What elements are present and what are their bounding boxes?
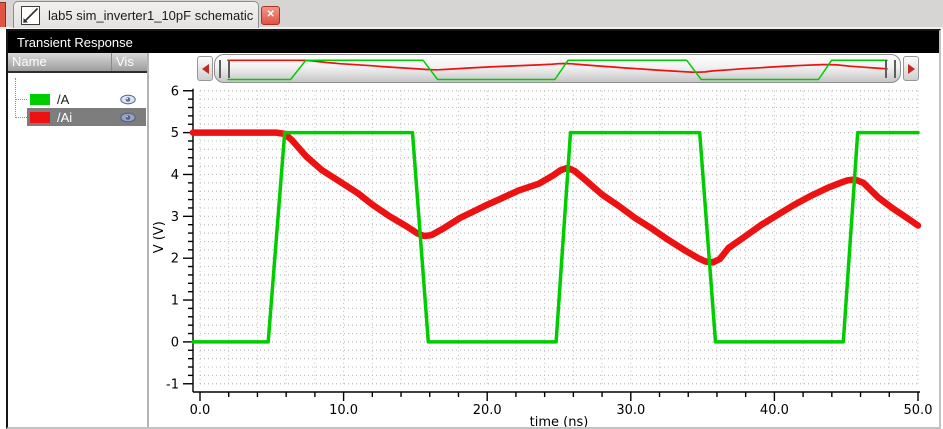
x-axis-title: time (ns) — [530, 415, 589, 427]
signal-name-ai: /Ai — [57, 109, 73, 125]
grid — [199, 90, 919, 385]
x-tick-label: 0.0 — [190, 403, 211, 418]
visibility-eye-icon[interactable] — [120, 94, 136, 105]
signal-list: /A /Ai — [8, 73, 147, 427]
y-axis-ticks: 6 5 4 3 2 1 0 -1 — [166, 84, 193, 392]
waveform-A — [191, 130, 920, 344]
range-grip-right[interactable] — [885, 60, 896, 78]
y-tick-label: 1 — [171, 294, 179, 309]
waveform-A — [227, 59, 888, 81]
tab-title: lab5 sim_inverter1_10pF schematic — [48, 7, 254, 23]
signal-panel: Name Vis /A /Ai — [8, 53, 149, 427]
x-tick-label: 30.0 — [616, 403, 645, 418]
y-tick-label: 5 — [171, 126, 179, 141]
waveform-plot[interactable]: 6 5 4 3 2 1 0 -1 0.0 10.0 20.0 30.0 40.0 50.0 V (V) tim… — [149, 53, 939, 427]
y-tick-label: 0 — [171, 335, 179, 350]
signal-row-ai[interactable]: /Ai — [27, 108, 146, 126]
signal-panel-header: Name Vis — [8, 53, 147, 73]
left-arrow-icon — [201, 63, 209, 74]
y-tick-label: 4 — [171, 168, 179, 183]
right-arrow-icon — [907, 63, 915, 74]
range-grip-left[interactable] — [219, 60, 230, 78]
x-tick-label: 20.0 — [473, 403, 502, 418]
window-content: Name Vis /A /Ai — [8, 53, 939, 427]
signal-name-a: /A — [57, 91, 70, 107]
overview-miniature — [227, 59, 888, 81]
plot-region: 6 5 4 3 2 1 0 -1 0.0 10.0 20.0 30.0 40.0 50.0 V (V) tim… — [149, 53, 939, 427]
y-tick-label: -1 — [166, 377, 179, 392]
waveform-window: Transient Response Name Vis /A — [6, 29, 941, 429]
hidden-tab-strip[interactable] — [0, 2, 6, 28]
plot-title: Transient Response — [17, 34, 133, 50]
waveform-Ai — [189, 129, 922, 266]
overview-scrollbar[interactable] — [214, 54, 901, 83]
tab-bar: lab5 sim_inverter1_10pF schematic ✕ — [0, 0, 943, 29]
x-tick-label: 40.0 — [760, 403, 789, 418]
tree-branch-stub — [15, 99, 27, 100]
column-header-vis[interactable]: Vis — [116, 54, 134, 69]
signal-row-a[interactable]: /A — [27, 90, 146, 108]
x-tick-label: 50.0 — [904, 403, 933, 418]
y-tick-label: 3 — [171, 210, 179, 225]
waveforms — [189, 129, 922, 344]
signal-color-swatch-ai[interactable] — [30, 111, 50, 123]
x-tick-label: 10.0 — [329, 403, 358, 418]
column-header-name[interactable]: Name — [8, 53, 112, 71]
visibility-eye-icon[interactable] — [120, 112, 136, 123]
y-tick-label: 2 — [171, 252, 179, 267]
tab-close-icon[interactable]: ✕ — [261, 5, 281, 25]
plot-title-bar: Transient Response — [8, 31, 939, 53]
schematic-window-icon — [21, 5, 40, 25]
x-axis-ticks: 0.0 10.0 20.0 30.0 40.0 50.0 — [190, 392, 933, 418]
y-axis-title: V (V) — [152, 221, 167, 253]
waveform-Ai — [227, 59, 888, 74]
tree-branch-line — [15, 78, 16, 118]
tree-branch-stub — [15, 117, 27, 118]
y-tick-label: 6 — [171, 84, 179, 99]
tab-sim-inverter-schematic[interactable]: lab5 sim_inverter1_10pF schematic ✕ — [13, 1, 281, 28]
signal-color-swatch-a[interactable] — [30, 93, 50, 105]
scroll-left-button[interactable] — [197, 56, 213, 81]
scroll-right-button[interactable] — [903, 56, 919, 81]
